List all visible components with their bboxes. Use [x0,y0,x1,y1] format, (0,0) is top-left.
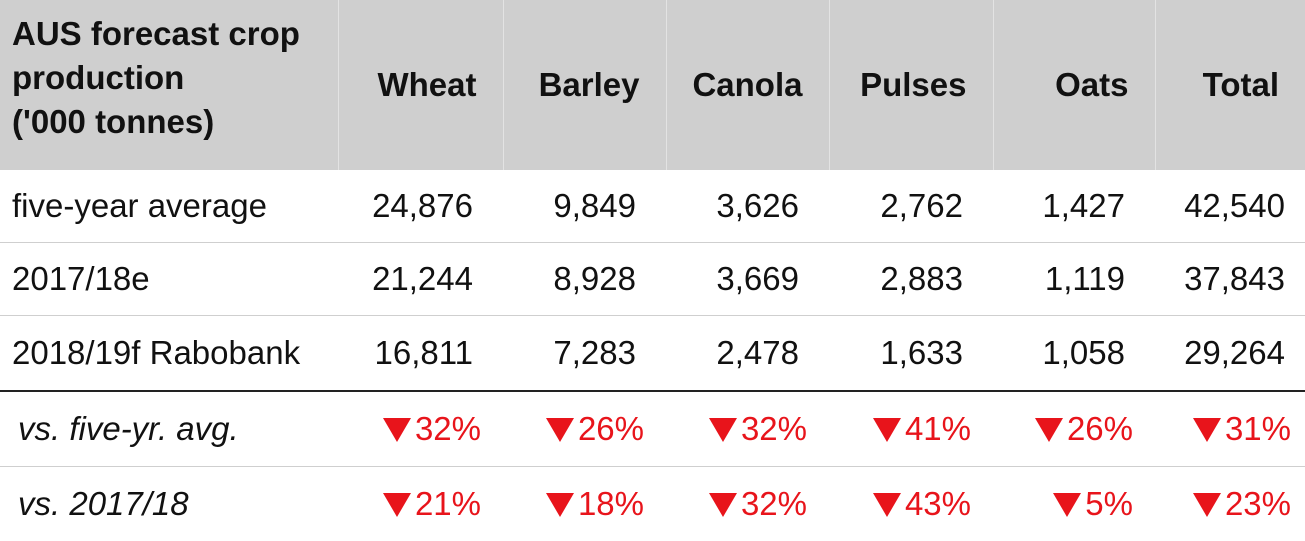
cell-pulses: 2,883 [829,243,993,316]
change-cell-pulses: 41% [829,391,993,467]
cell-pulses: 1,633 [829,316,993,392]
table-row-five-year-average: five-year average 24,876 9,849 3,626 2,7… [0,170,1305,243]
change-cell-wheat: 32% [338,391,503,467]
column-header-canola: Canola [666,0,829,170]
change-cell-barley: 26% [503,391,666,467]
row-label: 2017/18e [0,243,338,316]
row-label: 2018/19f Rabobank [0,316,338,392]
change-value: 26% [1067,410,1133,447]
down-triangle-icon [1193,418,1221,442]
change-value: 31% [1225,410,1291,447]
change-value: 23% [1225,485,1291,522]
column-header-barley: Barley [503,0,666,170]
down-triangle-icon [383,493,411,517]
table-row-vs-five-yr-avg: vs. five-yr. avg. 32% 26% 32% 41% 26% 31… [0,391,1305,467]
down-triangle-icon [1053,493,1081,517]
cell-barley: 7,283 [503,316,666,392]
down-triangle-icon [1035,418,1063,442]
cell-canola: 3,669 [666,243,829,316]
change-value: 5% [1085,485,1133,522]
row-label: vs. 2017/18 [0,467,338,541]
table-row-2018-19f-rabobank: 2018/19f Rabobank 16,811 7,283 2,478 1,6… [0,316,1305,392]
down-triangle-icon [873,493,901,517]
cell-barley: 9,849 [503,170,666,243]
change-cell-total: 31% [1155,391,1305,467]
cell-total: 37,843 [1155,243,1305,316]
change-cell-barley: 18% [503,467,666,541]
down-triangle-icon [546,418,574,442]
change-value: 41% [905,410,971,447]
cell-wheat: 24,876 [338,170,503,243]
down-triangle-icon [383,418,411,442]
cell-oats: 1,427 [993,170,1155,243]
change-cell-oats: 26% [993,391,1155,467]
down-triangle-icon [1193,493,1221,517]
cell-total: 42,540 [1155,170,1305,243]
down-triangle-icon [709,418,737,442]
down-triangle-icon [546,493,574,517]
cell-wheat: 21,244 [338,243,503,316]
cell-pulses: 2,762 [829,170,993,243]
change-value: 18% [578,485,644,522]
header-row: AUS forecast crop production ('000 tonne… [0,0,1305,170]
column-header-oats: Oats [993,0,1155,170]
change-value: 26% [578,410,644,447]
change-value: 21% [415,485,481,522]
row-label: five-year average [0,170,338,243]
table-row-vs-2017-18: vs. 2017/18 21% 18% 32% 43% 5% 23% [0,467,1305,541]
cell-total: 29,264 [1155,316,1305,392]
change-value: 32% [741,485,807,522]
table-title-line-1: AUS forecast crop [12,12,338,56]
column-header-total: Total [1155,0,1305,170]
cell-oats: 1,058 [993,316,1155,392]
change-cell-canola: 32% [666,467,829,541]
change-value: 32% [415,410,481,447]
table-title-line-2: production [12,56,338,100]
down-triangle-icon [709,493,737,517]
down-triangle-icon [873,418,901,442]
change-value: 32% [741,410,807,447]
cell-canola: 3,626 [666,170,829,243]
cell-oats: 1,119 [993,243,1155,316]
table-title: AUS forecast crop production ('000 tonne… [0,0,338,170]
change-cell-canola: 32% [666,391,829,467]
cell-wheat: 16,811 [338,316,503,392]
change-value: 43% [905,485,971,522]
row-label: vs. five-yr. avg. [0,391,338,467]
cell-canola: 2,478 [666,316,829,392]
change-cell-wheat: 21% [338,467,503,541]
column-header-wheat: Wheat [338,0,503,170]
table-title-line-3: ('000 tonnes) [12,100,338,144]
change-cell-total: 23% [1155,467,1305,541]
column-header-pulses: Pulses [829,0,993,170]
change-cell-pulses: 43% [829,467,993,541]
table-row-2017-18e: 2017/18e 21,244 8,928 3,669 2,883 1,119 … [0,243,1305,316]
change-cell-oats: 5% [993,467,1155,541]
cell-barley: 8,928 [503,243,666,316]
